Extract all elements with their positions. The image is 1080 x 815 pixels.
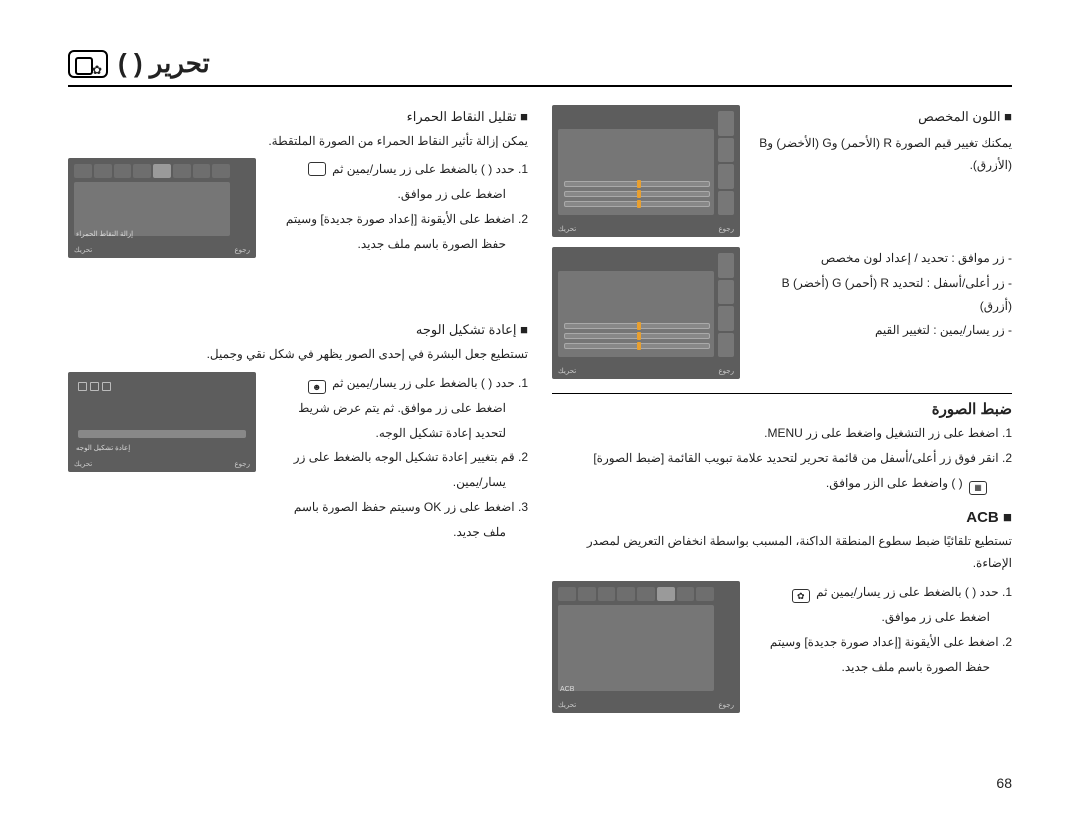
left-column: ■ تقليل النقاط الحمراء يمكن إزالة تأثير …: [68, 105, 528, 713]
thumb-acb-caption: ACB: [560, 686, 574, 693]
custom-color-controls: - زر موافق : تحديد / إعداد لون مخصص - زر…: [552, 247, 1012, 379]
ia-step-2: ( ) واضغط على الزر موافق.: [552, 472, 1012, 495]
acb-step-0: 1. حدد ( ) بالضغط على زر يسار/يمين ثم: [756, 581, 1012, 604]
face-desc: تستطيع جعل البشرة في إحدى الصور يظهر في …: [68, 343, 528, 366]
thumb-footer-right: تحريك: [558, 225, 576, 233]
re-step-0: 1. حدد ( ) بالضغط على زر يسار/يمين ثم: [272, 158, 528, 181]
edit-icon: [68, 50, 108, 78]
face-heading: ■ إعادة تشكيل الوجه: [68, 318, 528, 343]
fr-step-1: اضغط على زر موافق. ثم يتم عرض شريط: [272, 397, 528, 420]
right-column: ■ اللون المخصص يمكنك تغيير قيم الصورة R …: [552, 105, 1012, 713]
thumb-face: إعادة تشكيل الوجه رجوع تحريك: [68, 372, 256, 472]
cc-line-2: - زر يسار/يمين : لتغيير القيم: [756, 319, 1012, 342]
adjust-icon: [969, 481, 987, 495]
page-title: تحرير ( ): [118, 48, 210, 79]
cc-line-0: - زر موافق : تحديد / إعداد لون مخصص: [756, 247, 1012, 270]
custom-color-desc: يمكنك تغيير قيم الصورة R (الأحمر) وG (ال…: [756, 132, 1012, 178]
acb-step-2: 2. اضغط على الأيقونة [إعداد صورة جديدة] …: [756, 631, 1012, 654]
thumb-custom-color-1: رجوع تحريك: [552, 105, 740, 237]
thumb-custom-color-2: رجوع تحريك: [552, 247, 740, 379]
page-number: 68: [996, 775, 1012, 791]
re-step-1: اضغط على زر موافق.: [272, 183, 528, 206]
acb-step-1: اضغط على زر موافق.: [756, 606, 1012, 629]
custom-color-section: ■ اللون المخصص يمكنك تغيير قيم الصورة R …: [552, 105, 1012, 237]
page-title-row: تحرير ( ): [68, 48, 1012, 87]
face-row: 1. حدد ( ) بالضغط على زر يسار/يمين ثم اض…: [68, 372, 528, 546]
acb-select-icon: [792, 589, 810, 603]
thumb-acb: ACB رجوع تحريك: [552, 581, 740, 713]
ia-step-1: 2. انقر فوق زر أعلى/أسفل من قائمة تحرير …: [552, 447, 1012, 470]
cc-line-1: - زر أعلى/أسفل : لتحديد R (أحمر) G (أخضر…: [756, 272, 1012, 318]
face-select-icon: [308, 380, 326, 394]
columns: ■ اللون المخصص يمكنك تغيير قيم الصورة R …: [68, 105, 1012, 713]
fr-step-3: 2. قم بتغيير إعادة تشكيل الوجه بالضغط عل…: [272, 446, 528, 469]
face-level-dots: [78, 382, 111, 391]
fr-step-5: 3. اضغط على زر OK وسيتم حفظ الصورة باسم: [272, 496, 528, 519]
redeye-heading: ■ تقليل النقاط الحمراء: [68, 105, 528, 130]
ia-step-0: 1. اضغط على زر التشغيل واضغط على زر MENU…: [552, 422, 1012, 445]
page: تحرير ( ) ■ اللون المخصص يمكنك تغيير قيم…: [68, 48, 1012, 785]
acb-step-3: حفظ الصورة باسم ملف جديد.: [756, 656, 1012, 679]
fr-step-2: لتحديد إعادة تشكيل الوجه.: [272, 422, 528, 445]
redeye-select-icon: [308, 162, 326, 176]
image-adjust-heading: ضبط الصورة: [552, 393, 1012, 418]
thumb-footer-left: رجوع: [718, 225, 734, 233]
custom-color-heading: ■ اللون المخصص: [756, 105, 1012, 130]
acb-desc: تستطيع تلقائيًا ضبط سطوع المنطقة الداكنة…: [552, 530, 1012, 576]
fr-step-4: يسار/يمين.: [272, 471, 528, 494]
acb-steps-row: 1. حدد ( ) بالضغط على زر يسار/يمين ثم اض…: [552, 581, 1012, 713]
thumb-face-caption: إعادة تشكيل الوجه: [76, 444, 130, 452]
re-step-2: 2. اضغط على الأيقونة [إعداد صورة جديدة] …: [272, 208, 528, 231]
re-step-3: حفظ الصورة باسم ملف جديد.: [272, 233, 528, 256]
redeye-row: 1. حدد ( ) بالضغط على زر يسار/يمين ثم اض…: [68, 158, 528, 258]
fr-step-0: 1. حدد ( ) بالضغط على زر يسار/يمين ثم: [272, 372, 528, 395]
thumb-redeye-caption: إزالة النقاط الحمراء: [76, 230, 133, 238]
redeye-desc: يمكن إزالة تأثير النقاط الحمراء من الصور…: [68, 130, 528, 153]
acb-heading: ■ ACB: [552, 509, 1012, 526]
thumb-redeye: إزالة النقاط الحمراء رجوع تحريك: [68, 158, 256, 258]
fr-step-6: ملف جديد.: [272, 521, 528, 544]
